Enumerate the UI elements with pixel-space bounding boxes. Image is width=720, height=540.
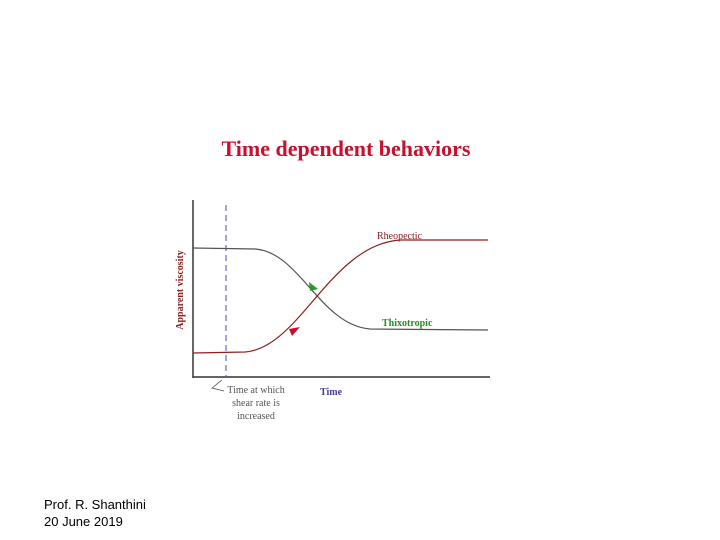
marker-label-line: increased — [237, 411, 275, 422]
thixotropic-curve — [192, 247, 489, 331]
rheopectic-arrow — [289, 327, 300, 336]
thixotropic-arrow — [309, 282, 318, 291]
marker-label-line: shear rate is — [232, 398, 280, 409]
rheopectic-curve — [192, 239, 488, 354]
footer-author: Prof. R. Shanthini — [44, 497, 146, 512]
x-axis-label: Time — [320, 387, 343, 398]
rheopectic-label: Rheopectic — [377, 231, 423, 242]
thixotropic-label: Thixotropic — [382, 318, 433, 329]
marker-label-line: Time at which — [227, 385, 284, 396]
slide-title: Time dependent behaviors — [222, 136, 471, 161]
footer-date: 20 June 2019 — [44, 514, 123, 529]
marker-pointer — [211, 379, 225, 392]
y-axis-label: Apparent viscosity — [175, 250, 186, 330]
